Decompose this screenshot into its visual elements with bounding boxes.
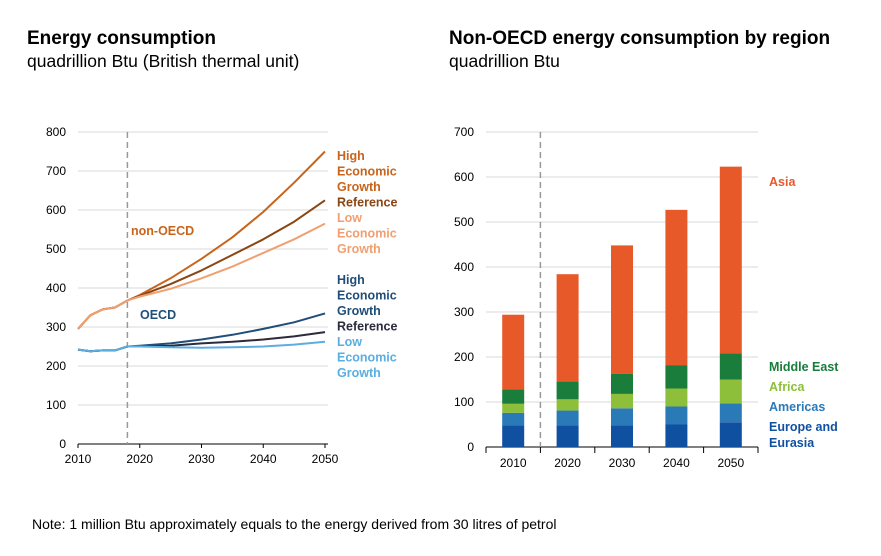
series-line-non-oecd-reference bbox=[77, 199, 326, 330]
bar-segment-asia bbox=[611, 245, 633, 374]
bar-segment-middle-east bbox=[611, 373, 633, 394]
x-tick-label: 2030 bbox=[188, 452, 215, 466]
x-tick-label: 2010 bbox=[65, 452, 92, 466]
x-tick-label: 2020 bbox=[554, 456, 581, 470]
oecd-series-label: Economic bbox=[337, 351, 397, 365]
y-tick-label: 500 bbox=[46, 242, 66, 256]
oecd-series-label: Low bbox=[337, 335, 362, 349]
bar-segment-europe-and-eurasia bbox=[719, 422, 742, 447]
oecd-series-label: Growth bbox=[337, 304, 381, 318]
bar-segment-africa bbox=[502, 403, 525, 413]
y-tick-label: 200 bbox=[46, 359, 66, 373]
right-chart-title: Non-OECD energy consumption by region bbox=[449, 28, 831, 49]
legend-label-middle-east: Middle East bbox=[769, 360, 839, 374]
x-tick-label: 2020 bbox=[126, 452, 153, 466]
bar-segment-europe-and-eurasia bbox=[665, 424, 688, 447]
bar-segment-middle-east bbox=[719, 353, 742, 380]
non-oecd-series-label: Economic bbox=[337, 165, 397, 179]
bar-segment-middle-east bbox=[665, 365, 688, 389]
x-tick-label: 2030 bbox=[609, 456, 636, 470]
legend-label-europe-eurasia: Eurasia bbox=[769, 436, 815, 450]
oecd-label: OECD bbox=[140, 308, 176, 322]
x-tick-label: 2050 bbox=[312, 452, 339, 466]
bar-segment-americas bbox=[611, 408, 633, 426]
bar-segment-americas bbox=[502, 412, 525, 426]
y-tick-label: 700 bbox=[454, 125, 474, 139]
non-oecd-series-label: High bbox=[337, 149, 365, 163]
bar-segment-asia bbox=[502, 314, 525, 390]
legend-label-africa: Africa bbox=[769, 380, 805, 394]
bar-segment-europe-and-eurasia bbox=[556, 425, 579, 447]
series-line-non-oecd-high-economic-growth bbox=[77, 150, 326, 330]
x-tick-label: 2050 bbox=[717, 456, 744, 470]
bar-segment-africa bbox=[556, 399, 579, 411]
left-chart-subtitle: quadrillion Btu (British thermal unit) bbox=[27, 51, 300, 71]
x-tick-label: 2010 bbox=[500, 456, 527, 470]
y-tick-label: 500 bbox=[454, 215, 474, 229]
bar-segment-asia bbox=[665, 209, 688, 366]
y-tick-label: 700 bbox=[46, 164, 66, 178]
y-tick-label: 400 bbox=[46, 281, 66, 295]
y-tick-label: 100 bbox=[46, 398, 66, 412]
legend-label-europe-eurasia: Europe and bbox=[769, 420, 838, 434]
y-tick-label: 600 bbox=[46, 203, 66, 217]
bar-segment-middle-east bbox=[502, 389, 525, 404]
series-line-oecd-low-economic-growth bbox=[77, 340, 326, 353]
non-oecd-label: non-OECD bbox=[131, 224, 194, 238]
y-tick-label: 200 bbox=[454, 350, 474, 364]
non-oecd-series-label: Growth bbox=[337, 242, 381, 256]
oecd-series-label: Growth bbox=[337, 366, 381, 380]
y-tick-label: 300 bbox=[46, 320, 66, 334]
bar-segment-africa bbox=[719, 379, 742, 404]
x-tick-label: 2040 bbox=[663, 456, 690, 470]
non-oecd-series-label: Economic bbox=[337, 227, 397, 241]
right-chart-subtitle: quadrillion Btu bbox=[449, 51, 560, 71]
bar-segment-americas bbox=[556, 410, 579, 426]
y-tick-label: 0 bbox=[59, 437, 66, 451]
y-tick-label: 0 bbox=[467, 440, 474, 454]
bar-segment-americas bbox=[665, 406, 688, 425]
y-tick-label: 600 bbox=[454, 170, 474, 184]
bar-segment-africa bbox=[611, 393, 633, 409]
oecd-series-label: Economic bbox=[337, 289, 397, 303]
left-chart-title: Energy consumption bbox=[27, 28, 216, 49]
bar-segment-middle-east bbox=[556, 381, 579, 400]
bar-segment-europe-and-eurasia bbox=[611, 425, 633, 447]
bar-segment-asia bbox=[719, 166, 742, 354]
non-oecd-series-label: Low bbox=[337, 211, 362, 225]
bar-segment-americas bbox=[719, 403, 742, 423]
bar-segment-europe-and-eurasia bbox=[502, 425, 525, 447]
legend-label-americas: Americas bbox=[769, 400, 825, 414]
legend-label-asia: Asia bbox=[769, 175, 796, 189]
oecd-series-label: Reference bbox=[337, 320, 397, 334]
non-oecd-series-label: Reference bbox=[337, 196, 397, 210]
bar-segment-africa bbox=[665, 388, 688, 407]
footnote: Note: 1 million Btu approximately equals… bbox=[32, 516, 557, 532]
y-tick-label: 300 bbox=[454, 305, 474, 319]
y-tick-label: 400 bbox=[454, 260, 474, 274]
oecd-series-label: High bbox=[337, 273, 365, 287]
non-oecd-series-label: Growth bbox=[337, 180, 381, 194]
bar-segment-asia bbox=[556, 274, 579, 382]
series-line-non-oecd-low-economic-growth bbox=[77, 222, 326, 330]
x-tick-label: 2040 bbox=[250, 452, 277, 466]
y-tick-label: 800 bbox=[46, 125, 66, 139]
y-tick-label: 100 bbox=[454, 395, 474, 409]
